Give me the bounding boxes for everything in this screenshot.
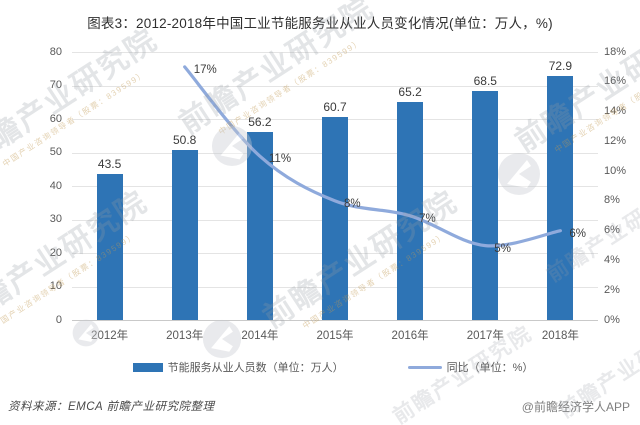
bar-value-label: 60.7 [323,99,347,114]
line-value-label: 8% [344,197,361,210]
bar [472,90,499,320]
left-axis-tick: 30 [49,213,62,225]
left-axis-tick: 70 [49,79,62,91]
line-value-label: 7% [419,212,436,225]
left-axis-tick: 40 [49,179,62,192]
line-value-label: 17% [193,63,217,76]
legend: 节能服务从业人员数（单位：万人） 同比（单位：%） [0,359,640,375]
bar-value-label: 68.5 [473,73,497,88]
right-axis-tick: 14% [604,105,627,118]
bar-value-label: 72.9 [548,58,573,73]
footer: 资料来源：EMCA 前瞻产业研究院整理 @前瞻经济学人APP [0,398,640,415]
legend-item-bar: 节能服务从业人员数（单位：万人） [132,359,344,375]
gridline [72,52,598,53]
watermark-text: 前瞻产业研究院 中国产业咨询领导者（股票：839599） [257,185,464,335]
legend-item-line: 同比（单位：%） [407,359,534,375]
right-axis-tick: 16% [604,75,627,88]
left-axis-tick: 50 [49,146,62,158]
right-axis-tick: 12% [604,134,627,147]
legend-line-label: 同比（单位：%） [446,362,534,374]
bar-value-label: 56.2 [248,114,272,129]
bar-value-label: 50.8 [173,132,197,147]
bar [322,116,348,320]
gridline [72,320,598,321]
bar-value-label: 43.5 [97,157,122,172]
left-axis-tick: 60 [49,112,62,125]
x-axis-tick: 2014年 [241,330,279,342]
x-axis-tick: 2013年 [166,330,204,342]
x-axis-tick: 2017年 [466,330,504,342]
bar [397,101,424,320]
watermark-text: 前瞻产业研究院 中国产业咨询领导者（股票：839599） [0,185,154,335]
line-value-label: 6% [569,227,587,240]
source-text: 资料来源：EMCA 前瞻产业研究院整理 [8,401,215,413]
line-series-swatch [407,365,442,369]
gridline [72,85,598,87]
line-value-label: 5% [494,242,511,255]
bar-series-swatch [132,362,163,372]
x-axis-tick: 2012年 [91,330,129,342]
right-axis-tick: 10% [604,164,627,177]
chart-title: 图表3：2012-2018年中国工业节能服务业从业人员变化情况(单位：万人，%) [87,16,553,31]
right-axis-tick: 2% [604,283,620,296]
x-axis-tick: 2016年 [391,330,429,342]
right-axis-tick: 4% [604,253,620,266]
legend-bar-label: 节能服务从业人员数（单位：万人） [167,362,344,374]
right-axis-tick: 0% [604,313,620,326]
bar [171,149,198,320]
right-axis-tick: 6% [604,224,620,237]
credit-text: @前瞻经济学人APP [521,400,630,414]
bar [96,174,123,320]
right-axis-tick: 18% [604,45,627,58]
left-axis-tick: 0 [55,313,62,326]
bar [547,75,574,320]
bar-value-label: 65.2 [398,84,422,99]
x-axis-tick: 2015年 [316,330,354,342]
right-axis-tick: 8% [604,194,620,207]
left-axis-tick: 20 [49,246,62,259]
left-axis-tick: 10 [49,280,62,292]
line-value-label: 11% [268,153,292,166]
left-axis-tick: 80 [49,45,62,58]
x-axis-tick: 2018年 [541,330,579,342]
watermark-logo-icon [498,153,540,195]
